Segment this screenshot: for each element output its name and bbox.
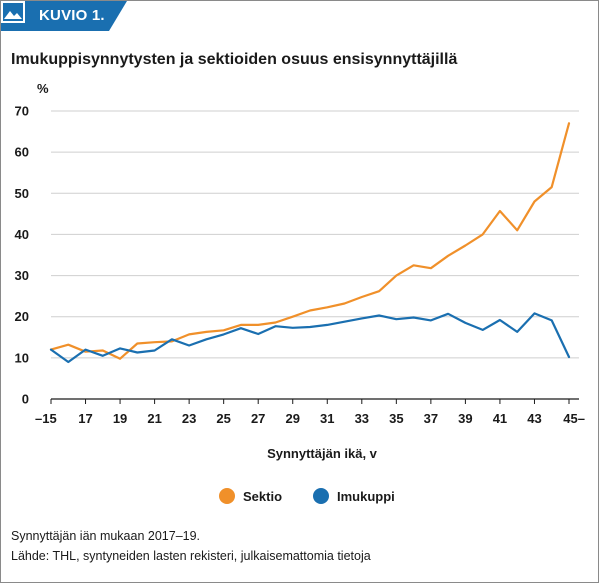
y-tick-label: 50 xyxy=(15,186,29,201)
image-icon xyxy=(1,1,25,23)
x-tick-label: 29 xyxy=(285,411,299,426)
legend-marker-sektio xyxy=(219,488,235,504)
footnote-period: Synnyttäjän iän mukaan 2017–19. xyxy=(11,529,201,543)
series-line-sektio xyxy=(49,122,571,360)
x-tick-label: 25 xyxy=(216,411,230,426)
x-tick-label: 39 xyxy=(458,411,472,426)
x-axis-title: Synnyttäjän ikä, v xyxy=(267,446,378,461)
x-tick-label: 37 xyxy=(424,411,438,426)
x-tick-label: 17 xyxy=(78,411,92,426)
x-tick-label: 45– xyxy=(563,411,585,426)
legend-label-imukuppi: Imukuppi xyxy=(337,489,395,504)
y-tick-label: 60 xyxy=(15,145,29,160)
x-tick-label: 33 xyxy=(355,411,369,426)
chart-title: Imukuppisynnytysten ja sektioiden osuus … xyxy=(11,51,458,68)
x-tick-label: 19 xyxy=(113,411,127,426)
y-axis-unit-label: % xyxy=(37,81,49,96)
figure-number: KUVIO 1. xyxy=(39,7,105,24)
y-tick-label: 0 xyxy=(22,392,29,407)
legend-label-sektio: Sektio xyxy=(243,489,282,504)
x-tick-label: 23 xyxy=(182,411,196,426)
badge-background xyxy=(1,1,127,31)
x-tick-label: 35 xyxy=(389,411,403,426)
x-tick-label: 41 xyxy=(493,411,507,426)
x-tick-label: 21 xyxy=(147,411,161,426)
legend-marker-imukuppi xyxy=(313,488,329,504)
y-tick-label: 20 xyxy=(15,309,29,324)
x-tick-label: –15 xyxy=(35,411,57,426)
y-tick-label: 10 xyxy=(15,350,29,365)
footnote-source: Lähde: THL, syntyneiden lasten rekisteri… xyxy=(11,549,371,563)
y-tick-label: 40 xyxy=(15,227,29,242)
x-tick-label: 31 xyxy=(320,411,334,426)
y-tick-label: 70 xyxy=(15,104,29,119)
y-tick-label: 30 xyxy=(15,268,29,283)
x-tick-label: 27 xyxy=(251,411,265,426)
x-tick-label: 43 xyxy=(527,411,541,426)
figure-badge: KUVIO 1. xyxy=(1,1,127,31)
series-line-imukuppi xyxy=(49,312,571,364)
